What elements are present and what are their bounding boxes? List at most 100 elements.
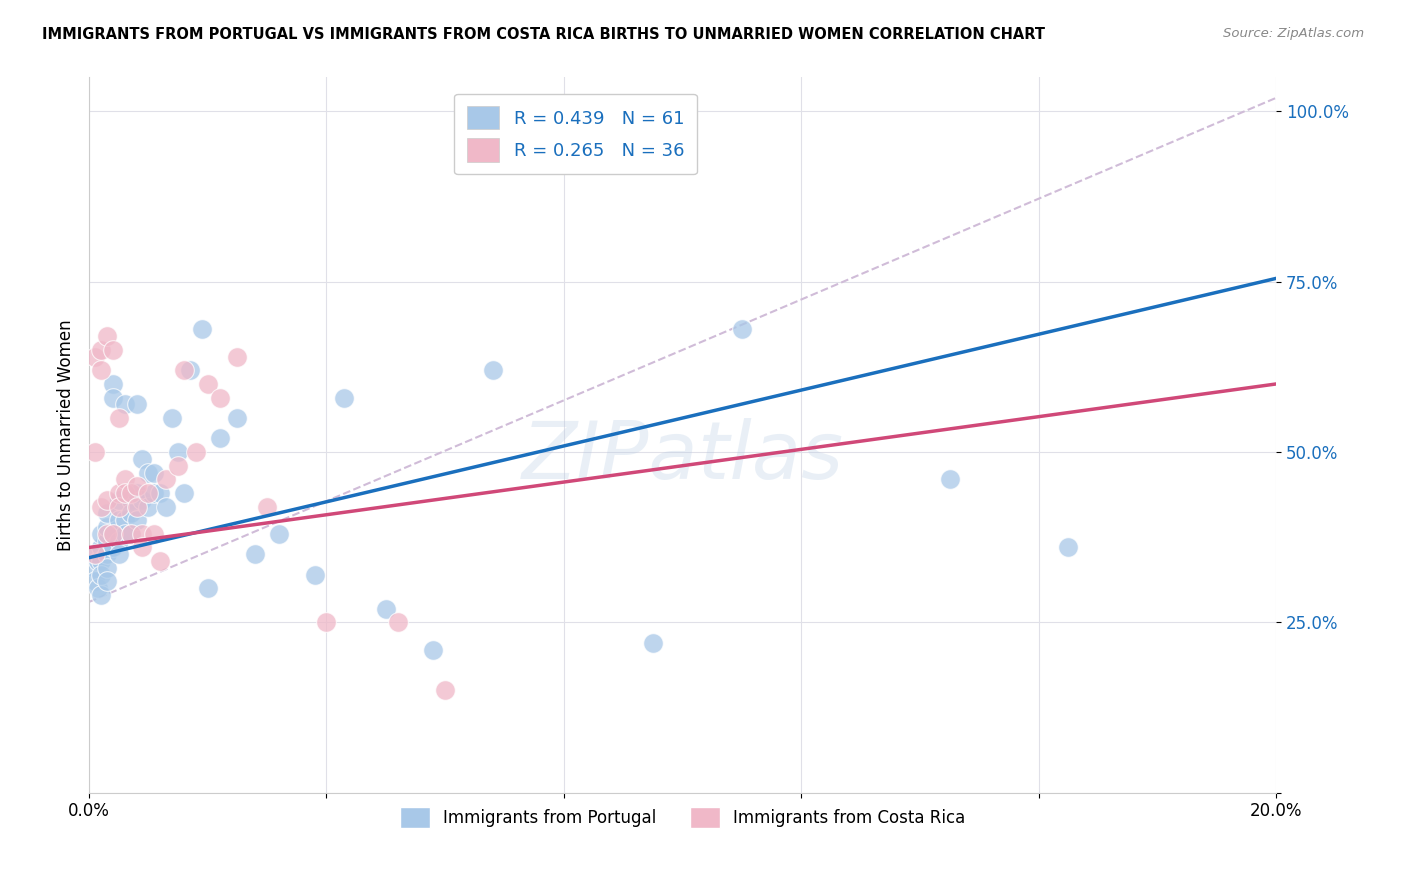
Point <box>101 376 124 391</box>
Point <box>167 458 190 473</box>
Point <box>101 541 124 555</box>
Point <box>90 588 112 602</box>
Y-axis label: Births to Unmarried Women: Births to Unmarried Women <box>58 319 75 551</box>
Point <box>131 526 153 541</box>
Point <box>143 486 166 500</box>
Point <box>245 547 267 561</box>
Point <box>184 445 207 459</box>
Point <box>387 615 409 630</box>
Point <box>96 526 118 541</box>
Point <box>208 432 231 446</box>
Point <box>197 376 219 391</box>
Point <box>173 486 195 500</box>
Point <box>84 561 107 575</box>
Point <box>107 411 129 425</box>
Point <box>333 391 356 405</box>
Point <box>191 322 214 336</box>
Point <box>731 322 754 336</box>
Point <box>84 350 107 364</box>
Point <box>96 329 118 343</box>
Text: ZIPatlas: ZIPatlas <box>522 417 844 495</box>
Point <box>87 582 110 596</box>
Point <box>167 445 190 459</box>
Point <box>938 472 960 486</box>
Point <box>84 574 107 589</box>
Point <box>125 486 148 500</box>
Point <box>125 479 148 493</box>
Point <box>131 492 153 507</box>
Point <box>304 567 326 582</box>
Point <box>96 574 118 589</box>
Point <box>155 472 177 486</box>
Point <box>107 500 129 514</box>
Point <box>1057 541 1080 555</box>
Point <box>120 492 142 507</box>
Point <box>125 397 148 411</box>
Point <box>131 541 153 555</box>
Point <box>107 533 129 548</box>
Point <box>155 500 177 514</box>
Point <box>114 486 136 500</box>
Point <box>125 513 148 527</box>
Point <box>96 561 118 575</box>
Point <box>481 363 503 377</box>
Point <box>138 466 160 480</box>
Point <box>226 350 249 364</box>
Point <box>107 513 129 527</box>
Point <box>90 541 112 555</box>
Point <box>256 500 278 514</box>
Point <box>120 486 142 500</box>
Point <box>84 547 107 561</box>
Point <box>114 513 136 527</box>
Point <box>226 411 249 425</box>
Legend: Immigrants from Portugal, Immigrants from Costa Rica: Immigrants from Portugal, Immigrants fro… <box>394 801 972 834</box>
Point <box>149 554 172 568</box>
Point <box>434 683 457 698</box>
Point <box>120 526 142 541</box>
Point <box>553 118 575 132</box>
Point <box>315 615 337 630</box>
Point <box>267 526 290 541</box>
Point <box>101 526 124 541</box>
Point <box>143 466 166 480</box>
Point <box>173 363 195 377</box>
Point <box>90 526 112 541</box>
Point <box>208 391 231 405</box>
Point <box>197 582 219 596</box>
Point <box>96 533 118 548</box>
Text: IMMIGRANTS FROM PORTUGAL VS IMMIGRANTS FROM COSTA RICA BIRTHS TO UNMARRIED WOMEN: IMMIGRANTS FROM PORTUGAL VS IMMIGRANTS F… <box>42 27 1045 42</box>
Point <box>107 492 129 507</box>
Point <box>90 363 112 377</box>
Point <box>96 492 118 507</box>
Point <box>114 397 136 411</box>
Point <box>96 547 118 561</box>
Point <box>96 507 118 521</box>
Point <box>120 526 142 541</box>
Point <box>101 343 124 357</box>
Point <box>87 554 110 568</box>
Point <box>138 500 160 514</box>
Point <box>90 343 112 357</box>
Point <box>125 500 148 514</box>
Point <box>101 526 124 541</box>
Point <box>107 486 129 500</box>
Point <box>374 601 396 615</box>
Point <box>120 507 142 521</box>
Text: Source: ZipAtlas.com: Source: ZipAtlas.com <box>1223 27 1364 40</box>
Point <box>641 636 664 650</box>
Point <box>107 547 129 561</box>
Point <box>149 486 172 500</box>
Point <box>422 642 444 657</box>
Point <box>114 472 136 486</box>
Point <box>101 391 124 405</box>
Point <box>114 526 136 541</box>
Point <box>90 567 112 582</box>
Point <box>143 526 166 541</box>
Point <box>160 411 183 425</box>
Point <box>90 500 112 514</box>
Point <box>131 451 153 466</box>
Point <box>179 363 201 377</box>
Point <box>96 520 118 534</box>
Point <box>84 445 107 459</box>
Point <box>84 547 107 561</box>
